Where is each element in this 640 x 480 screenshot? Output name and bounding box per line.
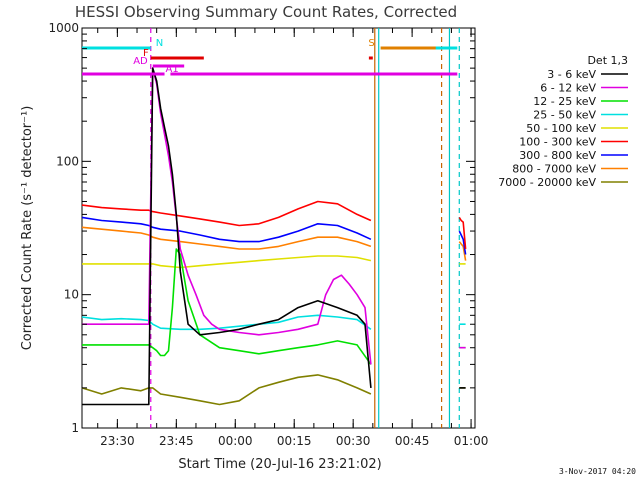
legend-entry-label: 25 - 50 keV <box>533 109 596 122</box>
chart-title: HESSI Observing Summary Count Rates, Cor… <box>75 3 457 21</box>
x-tick-label: 23:45 <box>159 434 194 448</box>
flag-label: N <box>156 38 163 49</box>
legend-entry-label: 800 - 7000 keV <box>512 163 596 176</box>
x-axis: 23:30 23:45 00:00 00:15 00:30 00:45 01:00 <box>97 28 489 448</box>
series-line <box>81 200 372 227</box>
flag-label: S <box>368 38 374 49</box>
legend-entry-label: 300 - 800 keV <box>519 149 596 162</box>
flag-label: F <box>143 48 149 59</box>
series-line <box>82 255 372 269</box>
x-tick-label: 00:30 <box>336 434 371 448</box>
x-tick-label: 00:15 <box>277 434 312 448</box>
x-tick-label: 00:00 <box>218 434 253 448</box>
legend-entry-label: 7000 - 20000 keV <box>498 176 596 189</box>
legend-entry-label: 100 - 300 keV <box>519 136 596 149</box>
y-tick-label: 1 <box>71 421 79 435</box>
series-layer <box>81 67 467 406</box>
plot-frame <box>81 27 476 429</box>
footer-date: 3-Nov-2017 04:20 <box>559 467 636 476</box>
y-axis: 1 10 100 1000 <box>48 21 475 435</box>
legend-entry-label: 50 - 100 keV <box>526 122 596 135</box>
series-line <box>81 226 372 250</box>
event-markers <box>150 28 460 428</box>
series-line <box>82 248 372 365</box>
x-tick-label: 00:45 <box>395 434 430 448</box>
y-tick-label: 100 <box>56 154 79 168</box>
legend-title: Det 1,3 <box>587 54 628 67</box>
flag-label: A1 <box>166 64 179 75</box>
series-line <box>82 67 372 365</box>
y-tick-label: 10 <box>64 288 79 302</box>
legend-entry-label: 12 - 25 keV <box>533 95 596 108</box>
series-line <box>82 67 372 406</box>
flag-label: AD <box>133 56 148 67</box>
legend-entry-label: 6 - 12 keV <box>540 82 596 95</box>
x-tick-label: 23:30 <box>100 434 135 448</box>
series-line-post-gap <box>458 216 467 250</box>
plot-area: NF S AD A1 <box>81 27 476 429</box>
flag-bars: NF S AD A1 <box>82 38 458 76</box>
series-line <box>81 216 372 243</box>
x-axis-label: Start Time (20-Jul-16 23:21:02) <box>178 457 381 472</box>
series-line <box>81 314 372 331</box>
y-axis-label: Corrected Count Rate (s⁻¹ detector⁻¹) <box>20 106 35 351</box>
series-line-post-gap <box>458 230 467 255</box>
y-tick-label: 1000 <box>48 21 79 35</box>
x-tick-label: 01:00 <box>454 434 489 448</box>
legend-entry-label: 3 - 6 keV <box>547 68 596 81</box>
series-line <box>81 374 372 406</box>
series-line-post-gap <box>458 241 467 261</box>
